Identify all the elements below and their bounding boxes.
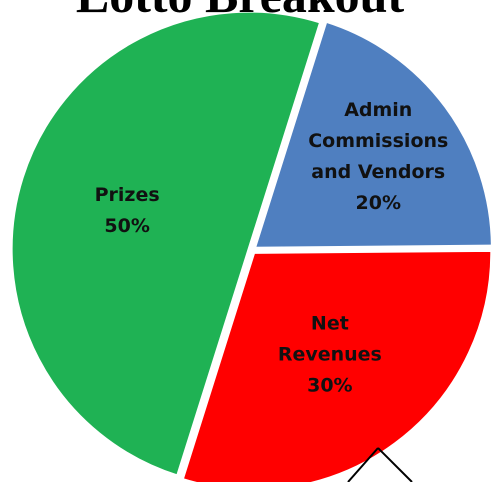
callout-line bbox=[347, 447, 379, 482]
callout-line bbox=[377, 447, 413, 482]
pie-slice bbox=[180, 248, 491, 482]
slice-name: Prizes bbox=[94, 183, 160, 206]
slice-value-label: 20% bbox=[355, 191, 401, 214]
slice-name: Admin Commissions and Vendors bbox=[308, 98, 449, 183]
slice-label: Admin Commissions and Vendors 20% bbox=[303, 95, 453, 219]
slice-name: Net Revenues bbox=[277, 312, 382, 366]
slice-label: Prizes 50% bbox=[67, 180, 187, 242]
pie-slice bbox=[252, 19, 491, 250]
slice-value-label: 50% bbox=[104, 214, 150, 237]
chart-title: Lotto Breakout bbox=[76, 0, 405, 23]
slice-value-label: 30% bbox=[307, 374, 353, 397]
slice-label: Net Revenues 30% bbox=[270, 309, 390, 402]
pie-slice bbox=[9, 9, 323, 478]
